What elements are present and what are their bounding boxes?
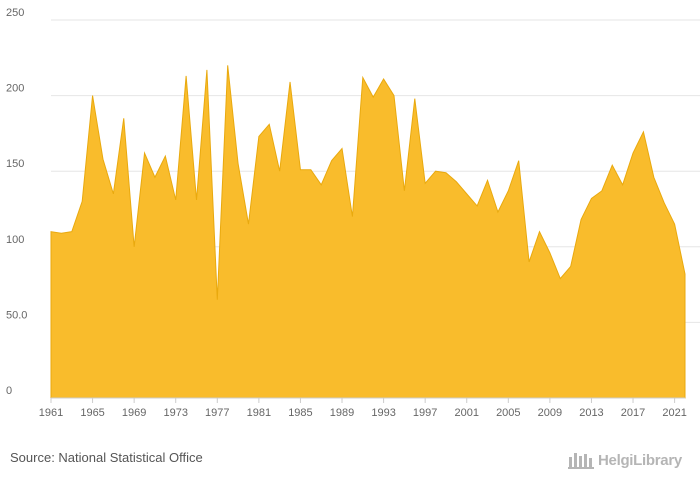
x-tick-label: 1977 (205, 407, 229, 419)
x-tick-label: 2009 (538, 407, 562, 419)
y-axis: 0 50.0 100 150 200 250 (6, 7, 27, 397)
x-tick-label: 1985 (288, 407, 312, 419)
x-tick-label: 2013 (579, 407, 603, 419)
x-tick-label: 1989 (330, 407, 354, 419)
x-tick-label: 1961 (39, 407, 63, 419)
x-tick-label: 2005 (496, 407, 520, 419)
library-logo-icon (568, 453, 594, 469)
y-tick-label: 200 (6, 83, 24, 95)
series-area (50, 65, 686, 399)
x-tick-label: 2001 (454, 407, 478, 419)
logo-text: HelgiLibrary (598, 451, 682, 469)
x-tick-label: 1997 (413, 407, 437, 419)
x-tick-label: 1969 (122, 407, 146, 419)
x-tick-label: 1981 (247, 407, 271, 419)
y-tick-label: 0 (6, 385, 12, 397)
x-tick-label: 1993 (371, 407, 395, 419)
x-tick-label: 1973 (163, 407, 187, 419)
y-tick-label: 50.0 (6, 309, 27, 321)
source-note: Source: National Statistical Office (10, 450, 203, 465)
y-tick-label: 150 (6, 158, 24, 170)
series-area-group (50, 65, 686, 399)
x-tick-label: 2021 (662, 407, 686, 419)
x-tick-label: 2017 (621, 407, 645, 419)
x-axis: 1961 1965 1969 1973 1977 1981 1985 1989 1993 1997… (39, 397, 687, 419)
y-tick-label: 250 (6, 7, 24, 19)
area-chart: 1961 1965 1969 1973 1977 1981 1985 1989 1993 1997… (6, 7, 700, 419)
helgilibrary-logo: HelgiLibrary (568, 449, 682, 471)
x-tick-label: 1965 (80, 407, 104, 419)
y-tick-label: 100 (6, 234, 24, 246)
